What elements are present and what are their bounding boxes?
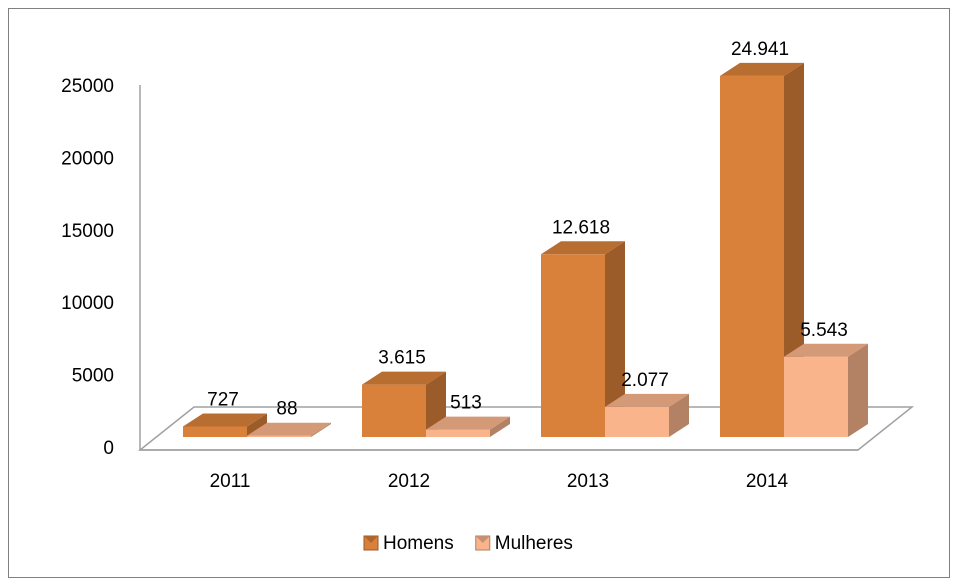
data-label: 513: [450, 393, 482, 414]
data-label: 5.543: [800, 320, 848, 341]
bar-top: [541, 241, 625, 255]
data-label: 3.615: [378, 348, 426, 369]
y-tick-label: 25000: [61, 76, 114, 97]
bar-side: [848, 343, 868, 437]
data-label: 727: [207, 389, 239, 410]
data-label: 88: [276, 399, 297, 420]
bar: [784, 356, 848, 437]
data-label: 12.618: [552, 217, 610, 238]
bar-top: [247, 422, 331, 436]
bar: [426, 429, 490, 437]
bar-top: [183, 413, 267, 427]
legend-label: Homens: [383, 533, 454, 554]
x-tick-label: 2011: [210, 471, 251, 492]
y-tick-label: 20000: [61, 148, 114, 169]
bar-side: [669, 393, 689, 437]
x-tick-label: 2014: [746, 471, 789, 492]
legend-swatch-shade: [475, 536, 490, 543]
bar-top: [605, 393, 689, 407]
bar: [247, 435, 311, 437]
legend-label: Mulheres: [495, 533, 573, 554]
bar: [541, 254, 605, 437]
bar-top: [720, 62, 804, 76]
data-label: 24.941: [731, 39, 789, 60]
chart-border: [8, 8, 950, 578]
bar: [720, 75, 784, 438]
bar-top: [426, 416, 510, 430]
legend-swatch-shade: [364, 536, 378, 543]
bar: [362, 384, 426, 437]
data-label: 2.077: [621, 370, 669, 391]
x-tick-label: 2012: [388, 471, 430, 492]
bar: [605, 406, 669, 437]
bar-side: [247, 413, 267, 437]
x-tick-label: 2013: [567, 471, 609, 492]
y-tick-label: 0: [103, 438, 114, 459]
y-tick-label: 10000: [61, 293, 114, 314]
bar-top: [362, 371, 446, 385]
bar-side: [605, 241, 625, 437]
y-tick-label: 5000: [72, 366, 114, 387]
bar-top: [784, 343, 868, 357]
bar-side: [490, 416, 510, 437]
y-tick-label: 15000: [61, 221, 114, 242]
bar: [183, 426, 247, 437]
bar-side: [311, 422, 331, 437]
bar-side: [784, 62, 804, 438]
